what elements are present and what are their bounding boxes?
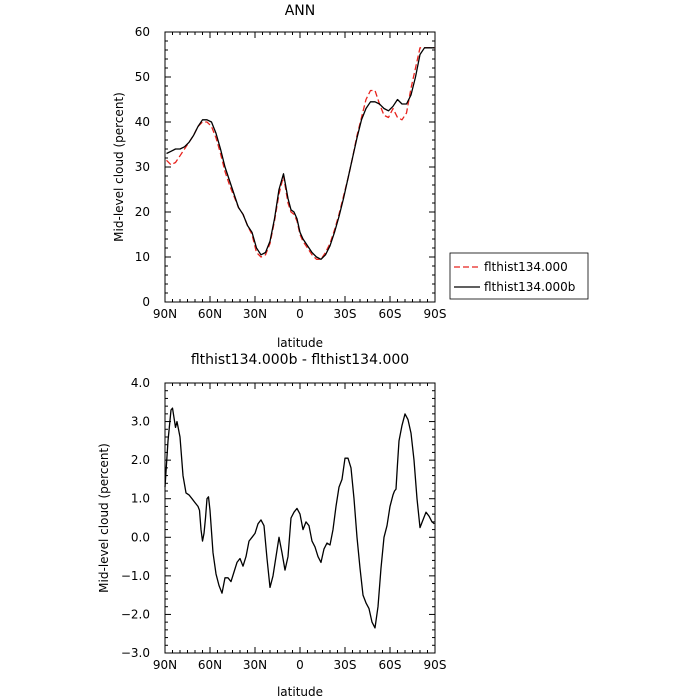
- y-tick-label: 20: [135, 205, 150, 219]
- y-axis-label-top: Mid-level cloud (percent): [112, 92, 126, 242]
- chart-title-top: ANN: [285, 3, 316, 19]
- series-lines-top: [166, 47, 435, 260]
- x-tick-label: 90N: [153, 658, 177, 672]
- legend-label-0: flthist134.000: [484, 260, 568, 274]
- y-tick-label: 10: [135, 250, 150, 264]
- x-tick-label: 30N: [243, 658, 267, 672]
- series-lines-bottom: [164, 407, 435, 629]
- legend-box: [449, 252, 589, 300]
- x-tick-label: 60N: [198, 658, 222, 672]
- series-line-bottom-0: [164, 407, 435, 629]
- legend-label-1: flthist134.000b: [484, 280, 575, 294]
- y-tick-label: 0.0: [131, 530, 150, 544]
- ticks-top: 90N 60N 30N 0 30S 60S 90S 0 10 20 30 40 50 60: [135, 25, 447, 321]
- x-axis-label-top: latitude: [277, 336, 323, 350]
- series-line-top-1: [166, 47, 435, 260]
- y-tick-label: 1.0: [131, 492, 150, 506]
- y-tick-label: 0: [142, 295, 150, 309]
- x-tick-label: 60S: [379, 658, 402, 672]
- plot-frame-top: [164, 31, 436, 303]
- y-tick-label: −3.0: [121, 646, 150, 660]
- chart-title-bottom: flthist134.000b - flthist134.000: [191, 352, 409, 368]
- x-tick-label: 90N: [153, 307, 177, 321]
- y-tick-label: 4.0: [131, 376, 150, 390]
- x-tick-label: 90S: [424, 307, 447, 321]
- ticks-bottom: 90N 60N 30N 0 30S 60S 90S −3.0 −2.0 −1.0 0.0 1.0 2.0…: [121, 376, 447, 672]
- x-tick-label: 90S: [424, 658, 447, 672]
- panel-top-chart: ANN 90N 60N 30N 0 30S 60S 90S 0 10 20 30 40 50 60 lat…: [112, 3, 446, 350]
- y-tick-label: 3.0: [131, 415, 150, 429]
- x-tick-label: 0: [296, 658, 304, 672]
- x-tick-label: 30S: [334, 658, 357, 672]
- y-tick-label: −2.0: [121, 607, 150, 621]
- y-axis-label-bottom: Mid-level cloud (percent): [97, 443, 111, 593]
- y-tick-label: 60: [135, 25, 150, 39]
- x-tick-label: 60S: [379, 307, 402, 321]
- y-tick-label: 40: [135, 115, 150, 129]
- x-axis-label-bottom: latitude: [277, 685, 323, 699]
- y-tick-label: 50: [135, 70, 150, 84]
- x-tick-label: 30S: [334, 307, 357, 321]
- x-tick-label: 30N: [243, 307, 267, 321]
- y-tick-label: 2.0: [131, 453, 150, 467]
- panel-bottom-chart: flthist134.000b - flthist134.000 90N 60N 3…: [97, 352, 446, 699]
- legend: flthist134.000 flthist134.000b: [449, 252, 589, 300]
- y-tick-label: −1.0: [121, 569, 150, 583]
- x-tick-label: 60N: [198, 307, 222, 321]
- series-line-top-0: [166, 47, 435, 260]
- y-tick-label: 30: [135, 160, 150, 174]
- x-tick-label: 0: [296, 307, 304, 321]
